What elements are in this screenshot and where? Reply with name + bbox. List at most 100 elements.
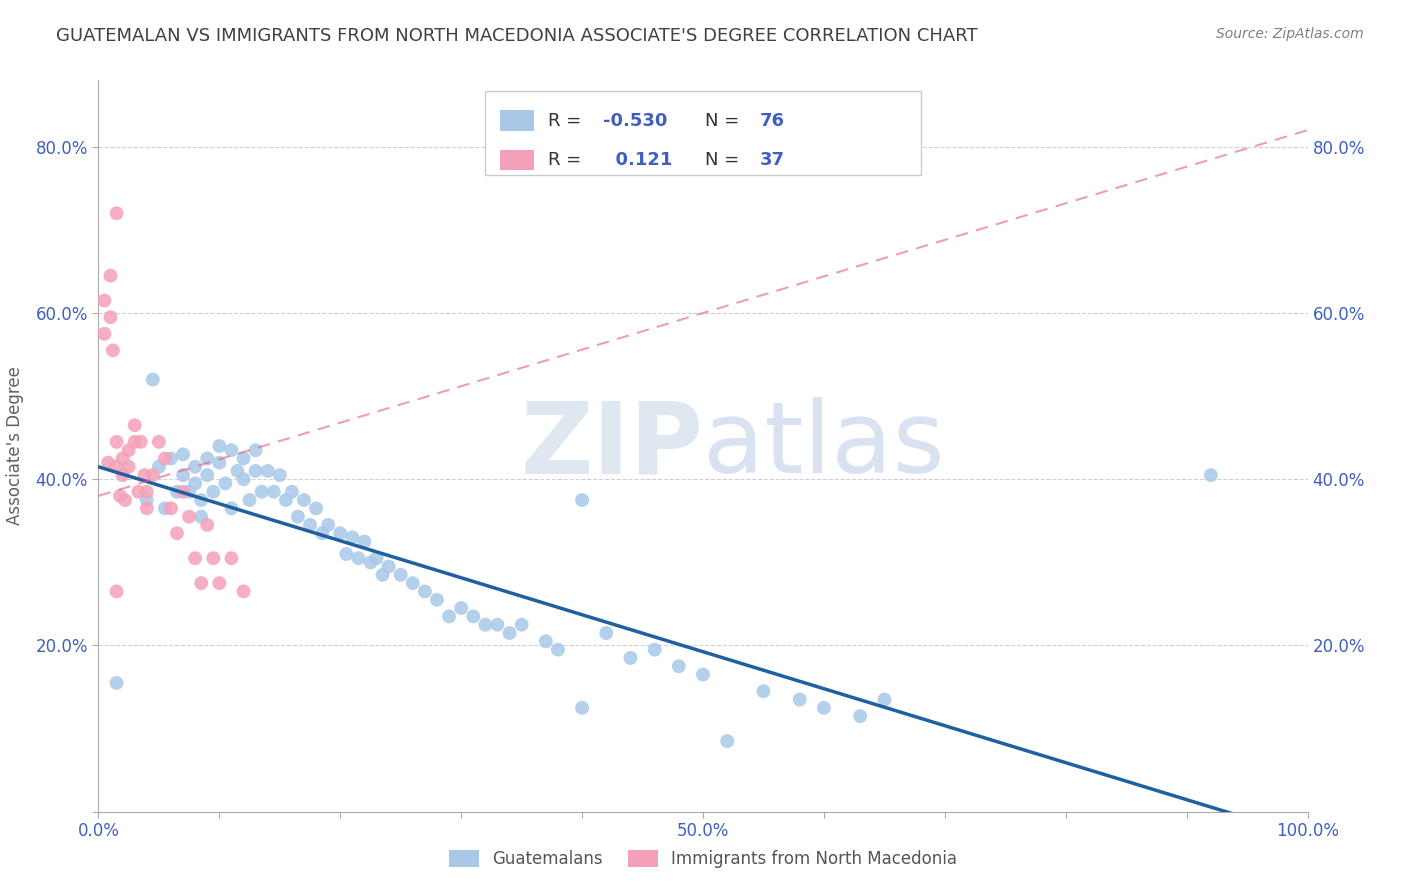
Point xyxy=(232,472,254,486)
Point xyxy=(195,468,218,483)
Point xyxy=(347,551,370,566)
Point xyxy=(114,493,136,508)
Point xyxy=(571,493,593,508)
Point xyxy=(148,434,170,449)
FancyBboxPatch shape xyxy=(485,91,921,176)
Point xyxy=(172,468,194,483)
Point xyxy=(534,634,557,648)
Point xyxy=(269,468,291,483)
Point xyxy=(413,584,436,599)
Point xyxy=(789,692,811,706)
Point xyxy=(873,692,896,706)
Point xyxy=(371,567,394,582)
Point xyxy=(105,206,128,220)
Point xyxy=(329,526,352,541)
Point xyxy=(118,459,141,474)
Point xyxy=(256,464,278,478)
Point xyxy=(142,468,165,483)
Legend: Guatemalans, Immigrants from North Macedonia: Guatemalans, Immigrants from North Maced… xyxy=(443,843,963,875)
Point xyxy=(111,468,134,483)
Point xyxy=(263,484,285,499)
Point xyxy=(250,484,273,499)
Point xyxy=(135,484,157,499)
Point xyxy=(389,567,412,582)
Point xyxy=(716,734,738,748)
Y-axis label: Associate's Degree: Associate's Degree xyxy=(7,367,24,525)
Point xyxy=(153,451,176,466)
Text: Source: ZipAtlas.com: Source: ZipAtlas.com xyxy=(1216,27,1364,41)
Point xyxy=(160,501,183,516)
Point xyxy=(166,484,188,499)
Point xyxy=(311,526,333,541)
Point xyxy=(510,617,533,632)
Point xyxy=(129,434,152,449)
Point xyxy=(547,642,569,657)
Point xyxy=(450,601,472,615)
Point xyxy=(571,701,593,715)
Point xyxy=(172,484,194,499)
Point xyxy=(190,576,212,591)
Point xyxy=(160,451,183,466)
Point xyxy=(752,684,775,698)
Point xyxy=(172,447,194,461)
Point xyxy=(239,493,262,508)
Point xyxy=(221,501,243,516)
Point xyxy=(281,484,304,499)
Point xyxy=(360,555,382,569)
Point xyxy=(135,493,157,508)
Point xyxy=(619,651,641,665)
Point xyxy=(100,268,122,283)
Point xyxy=(402,576,425,591)
Point xyxy=(184,476,207,491)
Point xyxy=(93,293,115,308)
Point xyxy=(437,609,460,624)
Point xyxy=(463,609,485,624)
Point xyxy=(335,547,357,561)
Point xyxy=(148,459,170,474)
Point xyxy=(100,310,122,325)
Point xyxy=(342,530,364,544)
Point xyxy=(124,418,146,433)
Point xyxy=(93,326,115,341)
Point xyxy=(124,434,146,449)
Point xyxy=(226,464,249,478)
Point xyxy=(366,551,388,566)
Point xyxy=(134,468,156,483)
Text: N =: N = xyxy=(706,112,745,129)
Point xyxy=(498,626,520,640)
Text: ZIP: ZIP xyxy=(520,398,703,494)
Point xyxy=(287,509,309,524)
Point xyxy=(202,484,225,499)
Point xyxy=(101,343,124,358)
Point xyxy=(595,626,617,640)
Point xyxy=(292,493,315,508)
Point xyxy=(111,451,134,466)
Point xyxy=(245,464,267,478)
Point xyxy=(644,642,666,657)
Text: -0.530: -0.530 xyxy=(603,112,666,129)
Text: 76: 76 xyxy=(759,112,785,129)
Point xyxy=(221,551,243,566)
Text: atlas: atlas xyxy=(703,398,945,494)
Point xyxy=(166,526,188,541)
Point xyxy=(105,459,128,474)
Point xyxy=(274,493,297,508)
Text: R =: R = xyxy=(548,152,588,169)
FancyBboxPatch shape xyxy=(501,111,534,131)
Point xyxy=(474,617,496,632)
Point xyxy=(184,459,207,474)
Point xyxy=(1199,468,1222,483)
Point xyxy=(214,476,236,491)
Point xyxy=(426,592,449,607)
Point xyxy=(105,584,128,599)
Point xyxy=(127,484,149,499)
Point xyxy=(135,501,157,516)
Point xyxy=(299,518,322,533)
Point xyxy=(202,551,225,566)
Point xyxy=(118,443,141,458)
Point xyxy=(377,559,399,574)
Point xyxy=(221,443,243,458)
Point xyxy=(142,372,165,386)
Point xyxy=(105,676,128,690)
Point xyxy=(316,518,339,533)
